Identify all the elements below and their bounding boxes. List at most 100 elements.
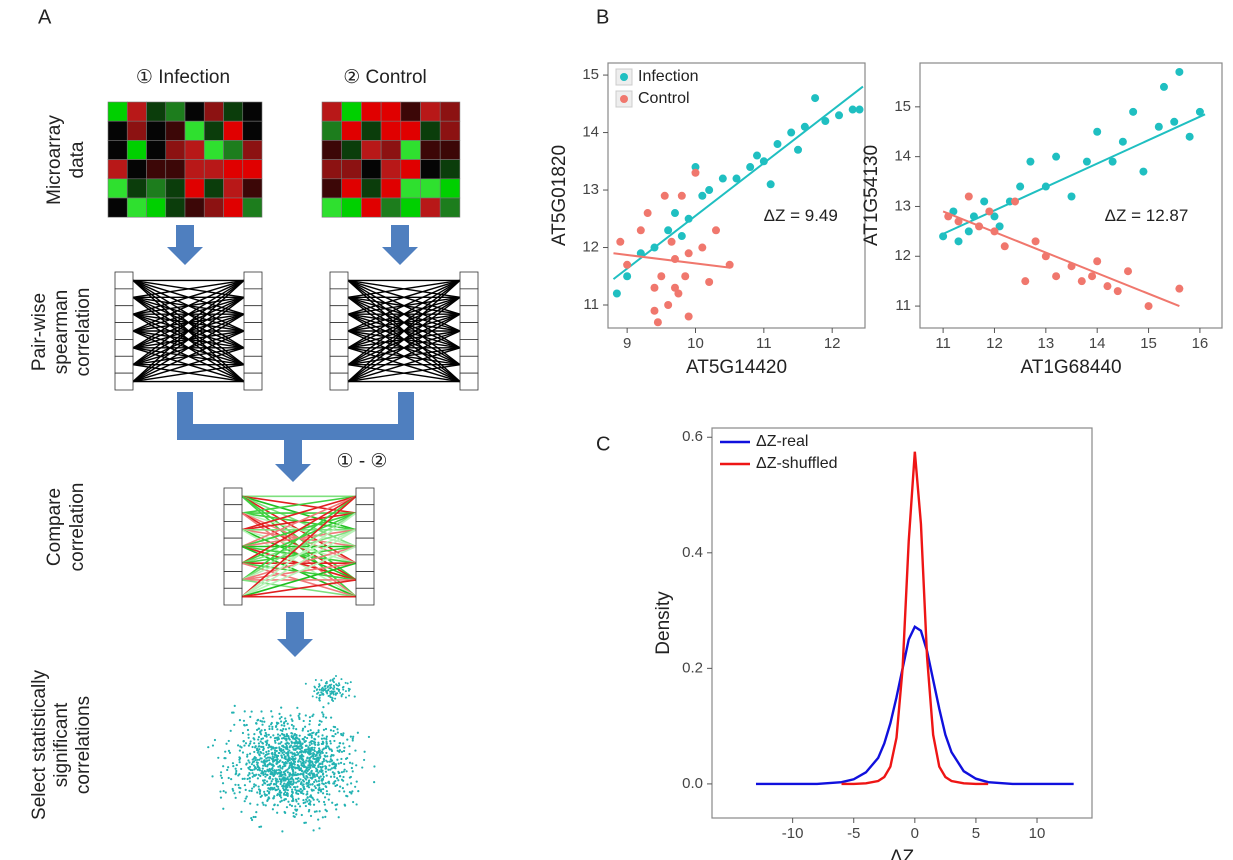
network-dot [285, 737, 288, 741]
network-dot [322, 706, 325, 709]
network-dot [326, 686, 329, 689]
data-point [1016, 182, 1025, 191]
network-dot [310, 740, 313, 743]
network-dot [293, 737, 296, 740]
heatmap-cell [439, 178, 461, 199]
network-dot [279, 766, 282, 769]
network-dot [320, 679, 323, 682]
network-dot [354, 785, 357, 788]
network-dot [305, 774, 308, 778]
network-dot [288, 727, 291, 730]
network-dot [289, 751, 292, 754]
network-dot [252, 764, 256, 767]
data-point [746, 163, 755, 172]
heatmap-cell [321, 140, 343, 160]
network-dot [313, 780, 316, 784]
legend-label: ΔZ-shuffled [756, 455, 838, 472]
network-dot [333, 773, 336, 776]
network-dot [290, 776, 293, 779]
network-dot [334, 804, 337, 807]
network-dot [330, 686, 333, 689]
network-dot [291, 755, 294, 758]
gene-box [243, 305, 263, 323]
network-dot [333, 726, 337, 729]
network-dot [274, 746, 277, 750]
network-dot [325, 809, 328, 813]
x-axis-label: ΔZ [890, 847, 915, 860]
network-dot [265, 780, 269, 783]
network-dot [342, 742, 345, 745]
heatmap-cell [400, 101, 421, 122]
correlation-edge [347, 279, 461, 349]
network-dot [280, 724, 283, 727]
network-dot [302, 798, 305, 802]
network-dot [286, 758, 289, 762]
network-dot [282, 787, 285, 790]
network-dot [266, 789, 269, 793]
legend-marker [620, 73, 628, 81]
gene-box [329, 305, 349, 323]
network-dot [319, 751, 322, 754]
network-dot [260, 710, 263, 713]
network-dot [273, 739, 277, 742]
network-dot [289, 783, 292, 786]
data-point [650, 306, 659, 315]
data-point [954, 217, 963, 226]
data-point [684, 214, 693, 223]
correlation-edge [132, 279, 245, 332]
network-dot [261, 723, 264, 726]
network-dot [238, 756, 241, 759]
data-point [821, 117, 830, 126]
heatmap-cell [146, 101, 167, 122]
network-dot [343, 790, 346, 793]
network-dot [277, 736, 280, 739]
network-dot [256, 803, 259, 806]
network-dot [219, 771, 223, 774]
step-label: correlation [67, 483, 88, 572]
heatmap-cell [203, 140, 224, 160]
network-dot [282, 727, 285, 731]
network-dot [337, 690, 340, 693]
network-dot [324, 727, 328, 731]
data-point [670, 255, 679, 264]
network-dot [325, 790, 329, 793]
y-axis-label: AT5G01820 [549, 145, 570, 246]
network-dot [302, 738, 305, 741]
network-dot [274, 741, 277, 744]
network-dot [283, 763, 286, 766]
network-dot [345, 770, 348, 773]
data-point [684, 312, 693, 321]
network-dot [295, 813, 298, 816]
network-dot [270, 710, 273, 713]
gene-box [459, 355, 479, 374]
correlation-edge [132, 279, 245, 349]
heatmap-cell [341, 140, 362, 160]
data-point [995, 222, 1004, 231]
network-dot [278, 751, 281, 755]
network-dot [231, 787, 234, 791]
network-dot [352, 800, 355, 804]
gene-box [114, 305, 134, 323]
network-dot [319, 775, 322, 778]
network-dot [222, 789, 225, 793]
data-point [773, 140, 782, 149]
network-dot [291, 767, 294, 770]
data-point [623, 260, 632, 269]
network-dot [339, 775, 342, 778]
network-dot [333, 677, 336, 680]
network-dot [343, 768, 346, 771]
gene-box [243, 355, 263, 374]
heatmap-cell [420, 120, 441, 141]
network-dot [263, 734, 267, 737]
network-dot [223, 757, 226, 760]
network-dot [321, 816, 324, 819]
network-dot [278, 717, 282, 720]
network-dot [332, 684, 335, 687]
heatmap-cell [321, 159, 343, 180]
network-dot [255, 728, 259, 732]
flow-arrow [277, 612, 313, 657]
density-line [841, 451, 989, 786]
heatmap-cell [126, 120, 147, 141]
network-dot [363, 758, 366, 762]
network-dot [315, 757, 318, 760]
